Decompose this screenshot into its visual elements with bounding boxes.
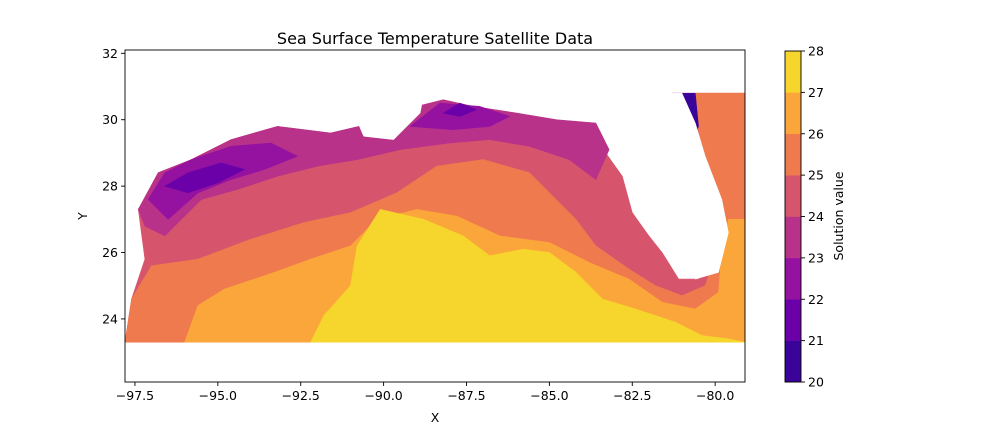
x-tick-label: −90.0	[364, 388, 402, 403]
contour-region-21-22	[164, 162, 246, 194]
x-tick-label: −97.5	[116, 388, 154, 403]
florida-peninsula-cutout	[618, 92, 729, 280]
colorbar: 20 21 22 23 24 25 26 27 28	[784, 44, 824, 390]
x-tick-label: −85.0	[530, 388, 568, 403]
y-tick-label: 26	[102, 245, 118, 260]
colorbar-tick-label: 21	[808, 333, 824, 348]
colorbar-tick-label: 23	[808, 250, 824, 265]
colorbar-swatch-24-25	[785, 175, 801, 217]
colorbar-tick-label: 24	[808, 209, 824, 224]
colorbar-swatch-25-26	[785, 133, 801, 176]
axes: −97.5 −95.0 −92.5 −90.0 −87.5 −85.0 −82.5 −80.0…	[102, 46, 746, 403]
chart-title: Sea Surface Temperature Satellite Data	[277, 29, 593, 48]
contour-region-22-23	[147, 142, 299, 220]
colorbar-tick-label: 22	[808, 292, 824, 307]
colorbar-tick-label: 28	[808, 44, 824, 59]
y-axis-label: Y	[75, 212, 90, 221]
x-tick-label: −82.5	[613, 388, 651, 403]
x-tick-label: −87.5	[447, 388, 485, 403]
y-tick-label: 32	[102, 46, 118, 61]
colorbar-swatch-27-28	[785, 51, 801, 93]
colorbar-swatch-23-24	[785, 216, 801, 259]
y-tick-label: 30	[102, 112, 118, 127]
colorbar-tick-label: 25	[808, 168, 824, 183]
colorbar-tick-label: 26	[808, 126, 824, 141]
colorbar-tick-label: 27	[808, 85, 824, 100]
colorbar-swatch-21-22	[785, 299, 801, 341]
plot-frame	[124, 49, 746, 383]
contour-region-21-22	[442, 102, 478, 117]
mississippi-delta-inlet-cutout	[353, 96, 424, 140]
x-tick-label: −80.0	[696, 388, 734, 403]
colorbar-swatch-26-27	[785, 92, 801, 135]
colorbar-tick-label: 20	[808, 375, 824, 390]
colorbar-swatch-22-23	[785, 257, 801, 300]
contour-fill-layer	[125, 92, 745, 343]
x-tick-label: −92.5	[282, 388, 320, 403]
x-tick-label: −95.0	[199, 388, 237, 403]
colorbar-swatch-20-21	[785, 340, 801, 383]
colorbar-label: Solution value	[831, 171, 846, 260]
contour-region-23-24	[137, 99, 610, 237]
y-tick-label: 28	[102, 179, 118, 194]
contour-region-27-28	[310, 209, 745, 343]
x-axis-label: X	[431, 410, 440, 425]
y-tick-label: 24	[102, 311, 118, 326]
